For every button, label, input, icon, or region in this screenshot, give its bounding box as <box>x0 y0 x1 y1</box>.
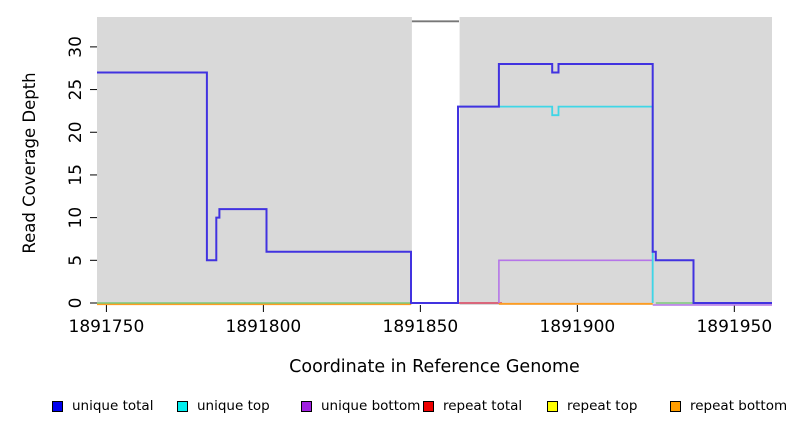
legend: unique total unique top unique bottom repea… <box>0 396 792 420</box>
legend-item-repeat-total: repeat total <box>423 396 522 416</box>
y-tick-label: 15 <box>66 164 86 186</box>
y-tick-label: 0 <box>66 298 86 309</box>
legend-item-repeat-bottom: repeat bottom <box>670 396 787 416</box>
y-tick-label: 25 <box>66 79 86 101</box>
legend-label: unique bottom <box>321 398 421 414</box>
y-tick-label: 5 <box>66 255 86 266</box>
series-line-unique-total <box>97 63 772 304</box>
y-tick-label: 20 <box>66 121 86 143</box>
legend-swatch-icon <box>547 400 558 412</box>
legend-label: repeat bottom <box>690 398 788 414</box>
legend-item-unique-bottom: unique bottom <box>301 396 420 416</box>
x-tick-label: 1891850 <box>383 317 459 337</box>
legend-label: unique top <box>197 398 270 414</box>
legend-item-unique-top: unique top <box>177 396 270 416</box>
x-tick-label: 1891800 <box>226 317 302 337</box>
y-tick-label: 30 <box>66 36 86 58</box>
legend-swatch-icon <box>177 400 188 412</box>
x-tick-label: 1891950 <box>696 317 772 337</box>
legend-swatch-icon <box>670 400 681 412</box>
x-tick-label: 1891900 <box>539 317 615 337</box>
x-tick-label: 1891750 <box>69 317 145 337</box>
x-axis-title: Coordinate in Reference Genome <box>289 357 580 377</box>
legend-label: unique total <box>72 398 154 414</box>
offscale-mask-band <box>411 17 460 305</box>
legend-label: repeat top <box>567 398 638 414</box>
legend-item-unique-total: unique total <box>52 396 153 416</box>
legend-item-repeat-top: repeat top <box>547 396 637 416</box>
legend-label: repeat total <box>443 398 523 414</box>
legend-swatch-icon <box>301 400 312 412</box>
y-axis-title: Read Coverage Depth <box>20 72 39 254</box>
legend-swatch-icon <box>423 400 434 412</box>
legend-swatch-icon <box>52 400 63 412</box>
y-tick-label: 10 <box>66 207 86 229</box>
